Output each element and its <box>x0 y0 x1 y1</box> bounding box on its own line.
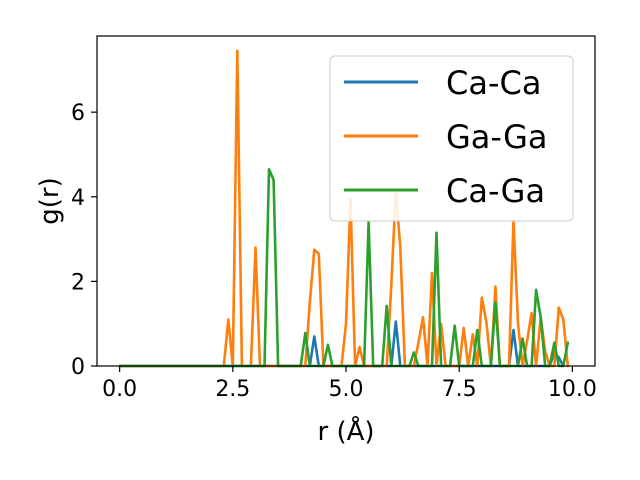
y-tick-label: 4 <box>71 186 85 211</box>
legend: Ca-Ca Ga-Ga Ca-Ga <box>329 55 574 222</box>
y-axis: 0 2 4 6 <box>71 101 97 380</box>
x-tick-label: 0.0 <box>102 377 137 402</box>
x-tick-label: 7.5 <box>442 377 477 402</box>
legend-label: Ga-Ga <box>446 118 548 156</box>
x-axis: 0.0 2.5 5.0 7.5 10.0 <box>102 366 597 402</box>
x-tick-label: 10.0 <box>548 377 597 402</box>
y-tick-label: 0 <box>71 355 85 380</box>
x-axis-label: r (Å) <box>317 415 374 447</box>
x-tick-label: 2.5 <box>215 377 250 402</box>
y-tick-label: 6 <box>71 101 85 126</box>
legend-box <box>329 55 574 222</box>
y-tick-label: 2 <box>71 270 85 295</box>
y-axis-label: g(r) <box>35 177 65 224</box>
legend-label: Ca-Ca <box>446 64 541 102</box>
x-tick-label: 5.0 <box>329 377 364 402</box>
legend-label: Ca-Ga <box>446 172 545 210</box>
